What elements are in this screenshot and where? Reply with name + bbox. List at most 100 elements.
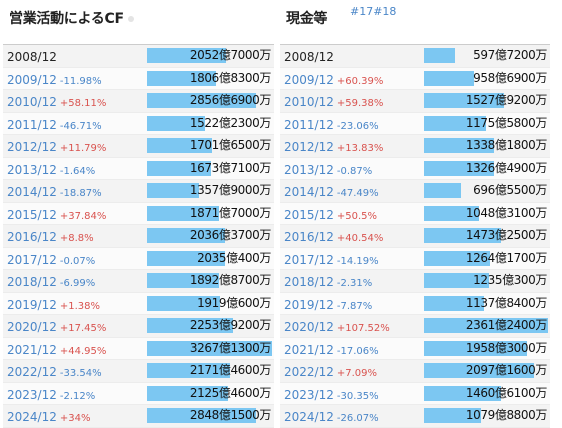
table-row: 2021/12 -17.06% 1958億3000万: [280, 337, 550, 360]
value-text: 1871億7000万: [189, 205, 271, 220]
info-dot-icon: [127, 16, 134, 22]
value-text: 1919億600万: [197, 295, 271, 310]
value-cell: 1175億5800万: [424, 114, 548, 133]
link-17[interactable]: #17: [350, 5, 374, 18]
table-row: 2021/12 +44.95% 3267億1300万: [3, 337, 274, 360]
operating-cf-title: 営業活動によるCF: [9, 8, 134, 28]
value-bar: [424, 70, 475, 86]
value-cell: 2097億1600万: [424, 361, 548, 380]
link-18[interactable]: #18: [373, 5, 397, 18]
row-label: 2008/12: [3, 46, 147, 65]
change-percent: -33.54%: [59, 368, 102, 380]
value-text: 3267億1300万: [189, 340, 271, 355]
value-cell: 1473億2500万: [424, 226, 548, 245]
value-bar: [147, 115, 206, 131]
value-bar: [147, 228, 225, 244]
year-link[interactable]: 2021/12: [7, 342, 57, 357]
row-label: 2019/12 -7.87%: [280, 294, 424, 313]
value-cell: 2361億2400万: [424, 316, 548, 335]
value-cell: 2052億7000万: [147, 46, 272, 65]
year-link[interactable]: 2024/12: [284, 410, 334, 425]
change-percent: -14.19%: [336, 255, 379, 267]
table-row: 2022/12 +7.09% 2097億1600万: [280, 360, 550, 383]
table-row: 2016/12 +8.8% 2036億3700万: [3, 225, 274, 248]
year-link[interactable]: 2012/12: [7, 140, 57, 155]
year-link[interactable]: 2011/12: [7, 117, 57, 132]
value-text: 1338億1800万: [465, 138, 547, 153]
year-link[interactable]: 2022/12: [7, 365, 57, 380]
year-link[interactable]: 2023/12: [7, 387, 57, 402]
cash-panel: 現金等 #17#18 2008/12 597億7200万 2009/12 +60.39…: [280, 0, 550, 428]
value-cell: 1235億300万: [424, 271, 548, 290]
row-label: 2015/12 +50.5%: [280, 204, 424, 223]
value-bar: [424, 318, 548, 334]
year-link[interactable]: 2010/12: [7, 95, 57, 110]
year-link[interactable]: 2014/12: [7, 185, 57, 200]
year-link[interactable]: 2018/12: [284, 275, 334, 290]
year-link[interactable]: 2017/12: [7, 252, 57, 267]
row-label: 2023/12 -2.12%: [3, 384, 147, 403]
year-link[interactable]: 2024/12: [7, 410, 57, 425]
table-row: 2013/12 -0.87% 1326億4900万: [280, 157, 550, 180]
change-percent: +40.54%: [336, 233, 384, 245]
year-link[interactable]: 2016/12: [284, 230, 334, 245]
year-link[interactable]: 2016/12: [7, 230, 57, 245]
operating-cf-panel: 営業活動によるCF 2008/12 2052億7000万 2009/12 -11.98…: [3, 0, 274, 428]
year-link[interactable]: 2009/12: [7, 72, 57, 87]
table-row: 2012/12 +11.79% 1701億6500万: [3, 135, 274, 158]
table-row: 2015/12 +50.5% 1048億3100万: [280, 202, 550, 225]
year-link[interactable]: 2017/12: [284, 252, 334, 267]
table-row: 2023/12 -2.12% 2125億4600万: [3, 382, 274, 405]
value-text: 1673億7100万: [189, 160, 271, 175]
value-bar: [424, 160, 494, 176]
change-percent: -7.87%: [336, 300, 373, 312]
value-cell: 1892億8700万: [147, 271, 272, 290]
value-text: 2361億2400万: [465, 318, 547, 333]
row-label: 2010/12 +58.11%: [3, 91, 147, 110]
value-bar: [424, 115, 486, 131]
row-label: 2017/12 -0.07%: [3, 249, 147, 268]
table-row: 2009/12 +60.39% 958億6900万: [280, 67, 550, 90]
change-percent: +58.11%: [59, 98, 107, 110]
change-percent: -0.07%: [59, 255, 96, 267]
year-link[interactable]: 2011/12: [284, 117, 334, 132]
year-link[interactable]: 2019/12: [7, 297, 57, 312]
value-cell: 2856億6900万: [147, 91, 272, 110]
table-row: 2008/12 2052億7000万: [3, 45, 274, 68]
year-link[interactable]: 2015/12: [7, 207, 57, 222]
value-bar: [147, 48, 226, 64]
row-label: 2011/12 -23.06%: [280, 114, 424, 133]
row-label: 2010/12 +59.38%: [280, 91, 424, 110]
year-link[interactable]: 2021/12: [284, 342, 334, 357]
row-label: 2021/12 -17.06%: [280, 339, 424, 358]
year-link[interactable]: 2012/12: [284, 140, 334, 155]
year-link[interactable]: 2013/12: [7, 162, 57, 177]
value-text: 2856億6900万: [189, 93, 271, 108]
change-percent: -11.98%: [59, 75, 102, 87]
year-link[interactable]: 2020/12: [284, 320, 334, 335]
cash-header: 現金等 #17#18: [280, 0, 550, 44]
value-bar: [147, 363, 231, 379]
year-link[interactable]: 2015/12: [284, 207, 334, 222]
year-link[interactable]: 2020/12: [7, 320, 57, 335]
value-text: 1326億4900万: [465, 160, 547, 175]
year-link: 2008/12: [7, 50, 57, 65]
row-label: 2011/12 -46.71%: [3, 114, 147, 133]
table-row: 2009/12 -11.98% 1806億8300万: [3, 67, 274, 90]
year-link[interactable]: 2018/12: [7, 275, 57, 290]
year-link[interactable]: 2009/12: [284, 72, 334, 87]
year-link[interactable]: 2010/12: [284, 95, 334, 110]
value-cell: 1048億3100万: [424, 204, 548, 223]
year-link[interactable]: 2019/12: [284, 297, 334, 312]
change-percent: +1.38%: [59, 300, 101, 312]
year-link[interactable]: 2023/12: [284, 387, 334, 402]
value-bar: [147, 138, 213, 154]
year-link[interactable]: 2022/12: [284, 365, 334, 380]
year-link[interactable]: 2014/12: [284, 185, 334, 200]
value-cell: 958億6900万: [424, 69, 548, 88]
value-text: 2036億3700万: [189, 228, 271, 243]
value-cell: 1460億6100万: [424, 384, 548, 403]
value-cell: 597億7200万: [424, 46, 548, 65]
value-text: 1806億8300万: [189, 70, 271, 85]
year-link[interactable]: 2013/12: [284, 162, 334, 177]
